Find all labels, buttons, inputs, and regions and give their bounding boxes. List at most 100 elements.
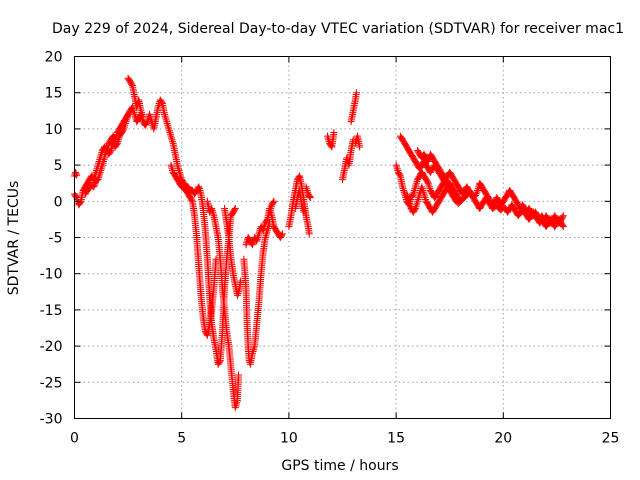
data-point	[422, 195, 430, 203]
data-point	[419, 186, 427, 194]
data-point	[404, 195, 412, 203]
data-point	[412, 179, 420, 187]
data-point	[128, 80, 136, 88]
data-point	[263, 217, 271, 225]
y-tick-label: 10	[45, 122, 63, 138]
data-point	[305, 230, 313, 238]
data-point	[424, 157, 432, 165]
data-point	[97, 167, 105, 175]
data-point	[403, 192, 411, 200]
data-point	[107, 147, 115, 155]
data-point	[113, 139, 121, 147]
data-point	[231, 404, 239, 412]
data-point	[131, 112, 139, 120]
data-point	[120, 125, 128, 133]
data-point	[233, 291, 241, 299]
data-point	[107, 145, 115, 153]
data-point	[169, 138, 177, 146]
data-point	[232, 400, 240, 408]
data-point	[304, 188, 312, 196]
x-tick-label: 5	[177, 431, 186, 447]
data-point	[415, 194, 423, 202]
data-point	[421, 194, 429, 202]
data-point	[121, 119, 129, 127]
data-point	[267, 210, 275, 218]
data-point	[195, 185, 203, 193]
data-point	[99, 159, 107, 167]
data-point	[474, 186, 482, 194]
data-point	[298, 203, 306, 211]
data-point	[413, 199, 421, 207]
data-point	[176, 170, 184, 178]
data-point	[98, 163, 106, 171]
data-point	[146, 110, 154, 118]
data-point	[72, 170, 80, 178]
data-point	[166, 130, 174, 138]
data-point	[91, 180, 99, 188]
data-point	[96, 168, 104, 176]
data-point	[167, 161, 175, 169]
data-point	[456, 196, 464, 204]
data-point	[177, 174, 185, 182]
data-point	[418, 183, 426, 191]
data-point	[249, 348, 257, 356]
data-points-layer	[71, 74, 567, 412]
data-point	[231, 205, 239, 213]
data-point	[399, 185, 407, 193]
data-point	[259, 226, 267, 234]
data-point	[164, 123, 172, 131]
data-point	[99, 157, 107, 165]
data-point	[232, 402, 240, 410]
data-point	[444, 179, 452, 187]
data-point	[129, 105, 137, 113]
data-point	[299, 206, 307, 214]
data-point	[175, 167, 183, 175]
data-point	[254, 234, 262, 241]
data-point	[90, 183, 98, 191]
data-point	[262, 230, 270, 238]
data-point	[122, 116, 130, 124]
data-point	[162, 116, 170, 124]
data-point	[208, 206, 216, 214]
data-point	[266, 206, 274, 214]
data-point	[403, 190, 411, 198]
data-point	[124, 112, 132, 120]
data-point	[278, 231, 286, 239]
data-point	[278, 230, 286, 238]
data-point	[420, 190, 428, 198]
data-point	[233, 398, 241, 406]
data-point	[168, 165, 176, 173]
data-point	[410, 188, 418, 196]
data-point	[173, 161, 181, 169]
data-point	[139, 112, 147, 120]
data-point	[413, 177, 421, 185]
data-point	[120, 123, 128, 131]
data-point	[196, 186, 204, 194]
y-tick-label: -25	[40, 375, 63, 391]
data-point	[146, 112, 154, 120]
data-point	[138, 109, 145, 117]
data-point	[303, 185, 311, 193]
data-point	[174, 163, 182, 171]
data-point	[270, 197, 278, 205]
data-point	[260, 223, 268, 231]
data-point	[261, 234, 269, 241]
data-point	[124, 110, 132, 118]
x-tick-label: 20	[494, 431, 512, 447]
data-point	[392, 161, 400, 169]
data-point	[72, 192, 80, 200]
data-point	[130, 109, 138, 117]
y-tick-label: 15	[45, 86, 63, 102]
x-tick-label: 10	[280, 431, 298, 447]
data-point	[165, 127, 173, 135]
data-point	[255, 230, 263, 238]
x-tick-label: 15	[387, 431, 405, 447]
data-point	[209, 208, 217, 216]
data-point	[302, 183, 310, 191]
data-point	[195, 183, 203, 191]
data-point	[169, 167, 177, 175]
y-tick-label: -5	[49, 231, 63, 247]
data-point	[393, 163, 401, 171]
data-point	[96, 170, 104, 178]
